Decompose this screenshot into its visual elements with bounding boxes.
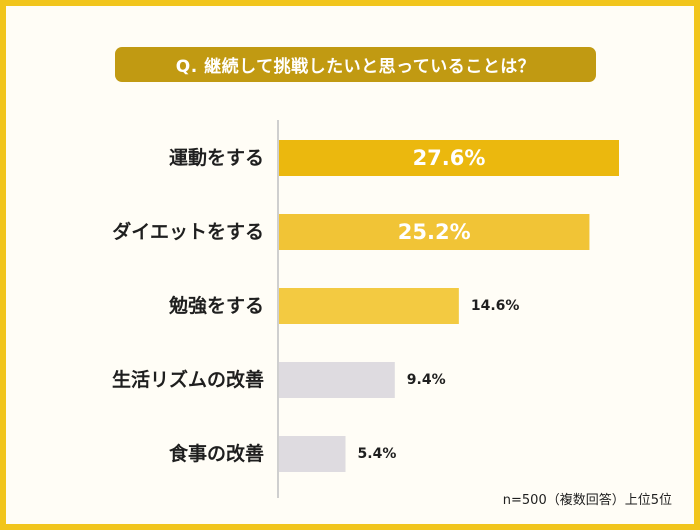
chart-title: Q. 継続して挑戦したいと思っていることは？: [115, 47, 596, 82]
bar: [279, 140, 619, 176]
bar: [279, 362, 395, 398]
bar: [279, 214, 590, 250]
value-label: 9.4%: [407, 372, 446, 388]
bar: [279, 288, 459, 324]
value-label: 5.4%: [358, 446, 397, 462]
sample-note: n=500（複数回答）上位5位: [502, 493, 672, 508]
value-label: 27.6%: [413, 146, 486, 170]
bar: [279, 436, 346, 472]
value-label: 25.2%: [398, 220, 471, 244]
bar-chart: 運動をする 27.6% ダイエットをする 25.2% 勉強をする 14.6% 生活リズムの改…: [112, 120, 619, 498]
category-label: 食事の改善: [169, 442, 264, 465]
category-label: 生活リズムの改善: [112, 368, 264, 391]
category-label: 運動をする: [169, 147, 264, 169]
category-label: 勉強をする: [168, 294, 264, 317]
value-label: 14.6%: [471, 298, 520, 314]
category-label: ダイエットをする: [112, 220, 264, 243]
